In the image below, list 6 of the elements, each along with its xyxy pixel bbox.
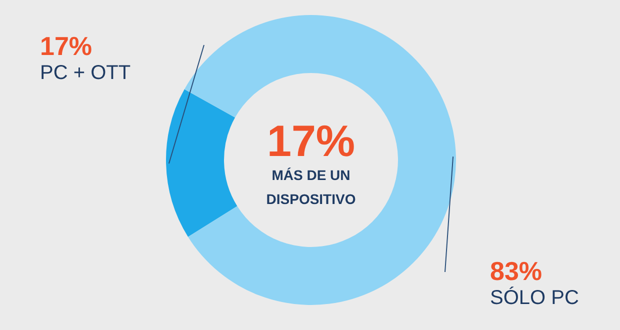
text: 17% (266, 117, 356, 166)
slice-label: PC + OTT (40, 62, 131, 84)
slice-label: SÓLO PC (490, 286, 579, 309)
data-label: 83% (490, 256, 542, 286)
data-label: 17% (40, 31, 92, 61)
text: MÁS DE UN DISPOSITIVO (266, 167, 356, 207)
